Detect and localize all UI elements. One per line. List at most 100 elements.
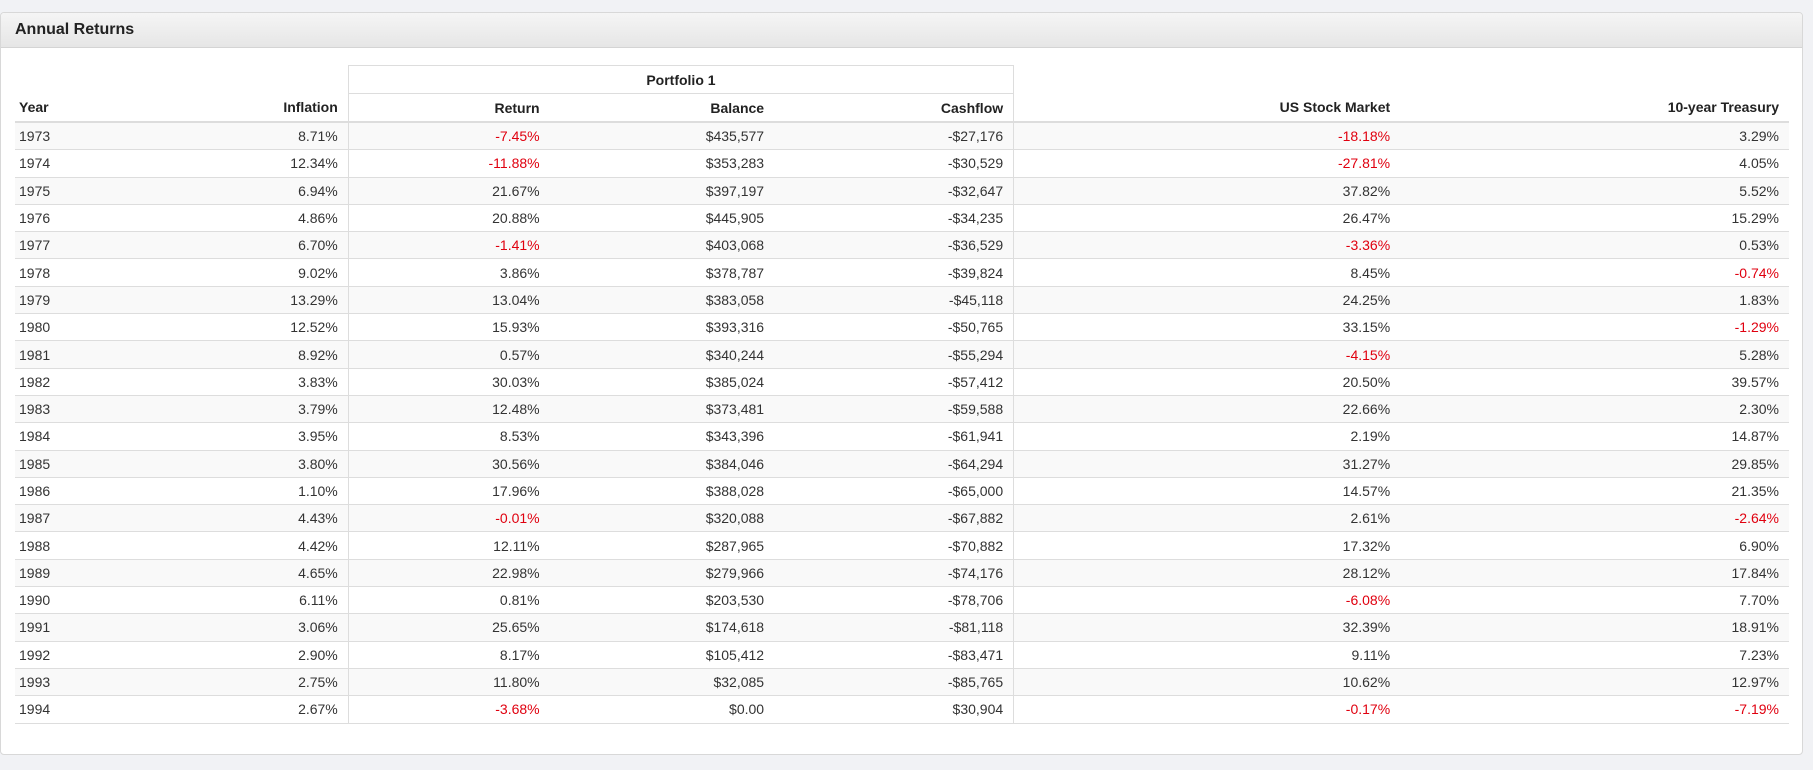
table-row: 1975 6.94% 21.67% $397,197 -$32,647 37.82% 5.5…: [15, 176, 1789, 205]
cell-cashflow: -$83,471: [774, 640, 1015, 669]
cell-cashflow: -$78,706: [774, 586, 1015, 614]
cell-inflation: 3.83%: [149, 367, 349, 396]
cell-10-year-treasury: 12.97%: [1400, 667, 1789, 696]
cell-us-stock-market: 22.66%: [1013, 394, 1401, 423]
table-row: 1973 8.71% -7.45% $435,577 -$27,176 -18.18% 3.…: [15, 121, 1789, 150]
cell-balance: $393,316: [549, 313, 775, 341]
cell-return: -3.68%: [347, 695, 550, 724]
cell-year: 1974: [15, 149, 150, 178]
cell-10-year-treasury: 6.90%: [1400, 531, 1789, 560]
cell-inflation: 2.90%: [149, 640, 349, 669]
cell-10-year-treasury: 7.70%: [1400, 586, 1789, 614]
cell-inflation: 4.43%: [149, 504, 349, 532]
cell-cashflow: -$27,176: [774, 121, 1015, 150]
table-row: 1993 2.75% 11.80% $32,085 -$85,765 10.62% 12.9…: [15, 667, 1789, 696]
cell-return: 21.67%: [347, 176, 550, 205]
table-body: 1973 8.71% -7.45% $435,577 -$27,176 -18.18% 3.…: [15, 121, 1789, 724]
cell-year: 1993: [15, 667, 150, 696]
col-header-balance[interactable]: Balance: [549, 93, 775, 123]
cell-10-year-treasury: -2.64%: [1400, 504, 1789, 532]
annual-returns-table: Portfolio 1 Year Inflation Return Balanc…: [15, 65, 1789, 724]
cell-return: -7.45%: [347, 121, 550, 150]
cell-year: 1976: [15, 203, 150, 232]
cell-cashflow: -$85,765: [774, 667, 1015, 696]
cell-inflation: 12.52%: [149, 313, 349, 341]
cell-return: 20.88%: [347, 203, 550, 232]
col-header-inflation[interactable]: Inflation: [149, 93, 349, 123]
cell-balance: $397,197: [549, 176, 775, 205]
cell-inflation: 4.86%: [149, 203, 349, 232]
cell-us-stock-market: -0.17%: [1013, 695, 1401, 724]
cell-return: 3.86%: [347, 258, 550, 287]
cell-inflation: 8.71%: [149, 121, 349, 150]
cell-us-stock-market: -4.15%: [1013, 340, 1401, 369]
table-row: 1982 3.83% 30.03% $385,024 -$57,412 20.50% 39.…: [15, 367, 1789, 396]
table-row: 1983 3.79% 12.48% $373,481 -$59,588 22.66% 2.3…: [15, 394, 1789, 423]
cell-inflation: 8.92%: [149, 340, 349, 369]
cell-10-year-treasury: 17.84%: [1400, 558, 1789, 587]
cell-return: -11.88%: [347, 149, 550, 178]
cell-inflation: 3.95%: [149, 422, 349, 451]
cell-10-year-treasury: 39.57%: [1400, 367, 1789, 396]
cell-10-year-treasury: -0.74%: [1400, 258, 1789, 287]
cell-return: 8.53%: [347, 422, 550, 451]
cell-year: 1984: [15, 422, 150, 451]
cell-return: 11.80%: [347, 667, 550, 696]
table-row: 1991 3.06% 25.65% $174,618 -$81,118 32.39% 18.…: [15, 613, 1789, 642]
cell-inflation: 9.02%: [149, 258, 349, 287]
cell-us-stock-market: 33.15%: [1013, 313, 1401, 341]
cell-us-stock-market: 9.11%: [1013, 640, 1401, 669]
cell-return: 15.93%: [347, 313, 550, 341]
cell-return: 12.11%: [347, 531, 550, 560]
table-row: 1980 12.52% 15.93% $393,316 -$50,765 33.15% -1…: [15, 313, 1789, 341]
table-row: 1981 8.92% 0.57% $340,244 -$55,294 -4.15% 5.28…: [15, 340, 1789, 369]
cell-balance: $279,966: [549, 558, 775, 587]
cell-us-stock-market: -18.18%: [1013, 121, 1401, 150]
table-row: 1979 13.29% 13.04% $383,058 -$45,118 24.25% 1.…: [15, 285, 1789, 314]
cell-return: 17.96%: [347, 476, 550, 505]
cell-year: 1982: [15, 367, 150, 396]
cell-us-stock-market: 2.61%: [1013, 504, 1401, 532]
cell-10-year-treasury: 5.52%: [1400, 176, 1789, 205]
cell-inflation: 12.34%: [149, 149, 349, 178]
table-row: 1994 2.67% -3.68% $0.00 $30,904 -0.17% -7.19%: [15, 695, 1789, 724]
cell-us-stock-market: 14.57%: [1013, 476, 1401, 505]
cell-10-year-treasury: 29.85%: [1400, 449, 1789, 478]
header-spacer-left: [15, 66, 348, 94]
col-header-us-stock-market[interactable]: US Stock Market: [1013, 93, 1401, 123]
cell-year: 1975: [15, 176, 150, 205]
cell-balance: $32,085: [549, 667, 775, 696]
cell-us-stock-market: 8.45%: [1013, 258, 1401, 287]
table-row: 1977 6.70% -1.41% $403,068 -$36,529 -3.36% 0.5…: [15, 231, 1789, 259]
cell-inflation: 3.06%: [149, 613, 349, 642]
cell-inflation: 2.75%: [149, 667, 349, 696]
cell-year: 1980: [15, 313, 150, 341]
table-row: 1984 3.95% 8.53% $343,396 -$61,941 2.19% 14.87…: [15, 422, 1789, 451]
col-header-cashflow[interactable]: Cashflow: [774, 93, 1015, 123]
cell-year: 1977: [15, 231, 150, 259]
table-row: 1990 6.11% 0.81% $203,530 -$78,706 -6.08% 7.70…: [15, 586, 1789, 614]
cell-cashflow: -$39,824: [774, 258, 1015, 287]
cell-year: 1987: [15, 504, 150, 532]
cell-cashflow: -$30,529: [774, 149, 1015, 178]
cell-balance: $378,787: [549, 258, 775, 287]
cell-us-stock-market: 31.27%: [1013, 449, 1401, 478]
cell-balance: $435,577: [549, 121, 775, 150]
col-header-year[interactable]: Year: [15, 93, 150, 123]
cell-us-stock-market: 24.25%: [1013, 285, 1401, 314]
cell-10-year-treasury: 7.23%: [1400, 640, 1789, 669]
cell-balance: $174,618: [549, 613, 775, 642]
col-header-return[interactable]: Return: [347, 93, 550, 123]
cell-10-year-treasury: 3.29%: [1400, 121, 1789, 150]
cell-cashflow: -$45,118: [774, 285, 1015, 314]
cell-cashflow: -$65,000: [774, 476, 1015, 505]
cell-year: 1978: [15, 258, 150, 287]
cell-10-year-treasury: 0.53%: [1400, 231, 1789, 259]
cell-cashflow: -$59,588: [774, 394, 1015, 423]
cell-10-year-treasury: -1.29%: [1400, 313, 1789, 341]
cell-inflation: 6.11%: [149, 586, 349, 614]
panel-title: Annual Returns: [1, 13, 1802, 48]
col-header-10-year-treasury[interactable]: 10-year Treasury: [1400, 93, 1789, 123]
cell-year: 1994: [15, 695, 150, 724]
cell-inflation: 3.80%: [149, 449, 349, 478]
